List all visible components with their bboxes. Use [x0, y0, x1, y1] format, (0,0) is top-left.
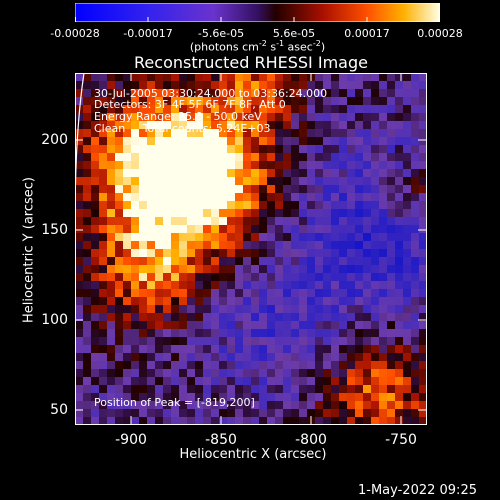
annotation-peak-position: Position of Peak = [-819,200] — [94, 396, 255, 409]
colorbar-tick: 0.00017 — [344, 27, 390, 40]
colorbar-tick: -0.00028 — [50, 27, 100, 40]
timestamp: 1-May-2022 09:25 — [358, 483, 477, 498]
colorbar-tick: -5.6e-05 — [197, 27, 245, 40]
annotation-detectors: Detectors: 3F 4F 5F 6F 7F 8F, Att 0 — [94, 98, 286, 111]
x-tick-label: -800 — [295, 432, 327, 448]
x-axis-label: Heliocentric X (arcsec) — [179, 447, 327, 462]
axis-ticks — [75, 73, 426, 424]
y-tick-label: 100 — [41, 312, 68, 328]
rhessi-image — [75, 73, 427, 425]
colorbar-tick: -0.00017 — [123, 27, 173, 40]
plot-title: Reconstructed RHESSI Image — [134, 53, 368, 72]
x-tick-label: -850 — [205, 432, 237, 448]
x-tick-label: -750 — [385, 432, 417, 448]
annotation-energy-range: Energy Range: 25.0 - 50.0 keV — [94, 110, 262, 123]
image-pixels — [75, 73, 427, 425]
colorbar-tick: 0.00028 — [417, 27, 463, 40]
colorbar — [75, 3, 440, 22]
y-tick-label: 150 — [41, 222, 68, 238]
y-axis-label: Heliocentric Y (arcsec) — [21, 177, 37, 323]
annotation-time-range: 30-Jul-2005 03:30:24.000 to 03:36:24.000 — [94, 87, 328, 100]
y-tick-label: 50 — [50, 402, 68, 418]
annotation-clean-counts: Clean Total counts: 5.24E+03 — [94, 122, 271, 135]
y-tick-label: 200 — [41, 132, 68, 148]
colorbar-tick: 5.6e-05 — [272, 27, 316, 40]
colorbar-unit-label: (photons cm-2 s-1 asec-2) — [189, 39, 326, 54]
x-tick-label: -900 — [115, 432, 147, 448]
